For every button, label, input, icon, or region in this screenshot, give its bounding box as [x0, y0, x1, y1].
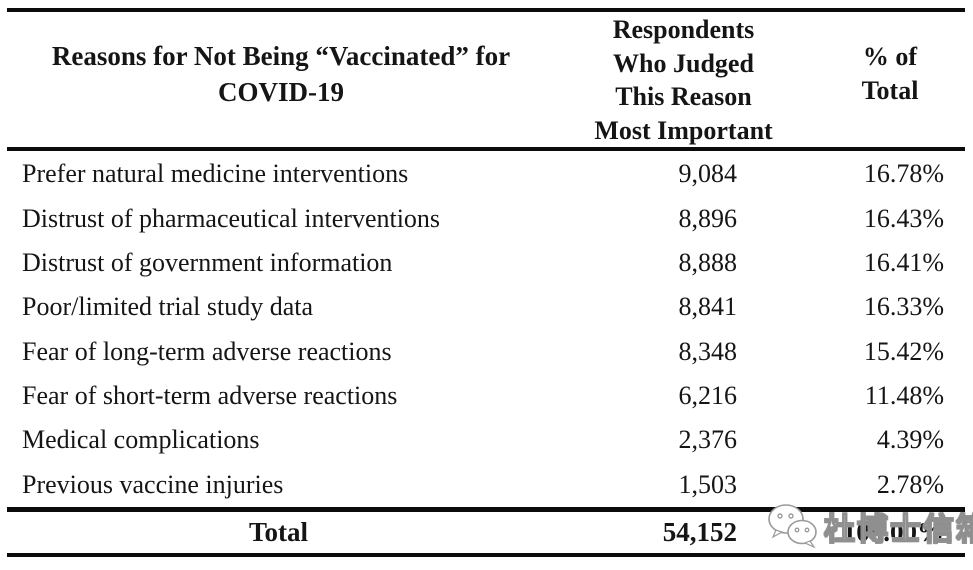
total-separator-rule: [7, 507, 965, 512]
table-row: Previous vaccine injuries 1,503 2.78%: [0, 463, 973, 507]
percent-cell: 16.33%: [863, 292, 944, 322]
table-row: Fear of short-term adverse reactions 6,2…: [0, 374, 973, 418]
table-row: Poor/limited trial study data 8,841 16.3…: [0, 285, 973, 329]
reason-cell: Medical complications: [22, 425, 260, 455]
percent-cell: 16.41%: [863, 247, 944, 277]
header-line: Most Important: [594, 115, 773, 145]
total-row: Total 54,152 100.00%: [0, 512, 973, 553]
table-row: Prefer natural medicine interventions 9,…: [0, 152, 973, 196]
percent-cell: 11.48%: [864, 381, 944, 411]
table-bottom-rule: [7, 553, 965, 557]
header-line: Who Judged: [613, 48, 754, 78]
count-cell: 6,216: [678, 381, 738, 411]
count-cell: 2,376: [678, 425, 738, 455]
header-line: COVID-19: [218, 77, 344, 107]
reason-cell: Previous vaccine injuries: [22, 469, 284, 499]
watermark-text: 杜博士信箱: [823, 511, 973, 548]
total-label: Total: [248, 517, 309, 547]
table-row: Distrust of government information 8,888…: [0, 241, 973, 285]
header-separator-rule: [7, 147, 965, 151]
reason-cell: Distrust of pharmaceutical interventions: [22, 203, 441, 233]
table-top-rule: [7, 8, 965, 12]
table-row: Medical complications 2,376 4.39%: [0, 418, 973, 462]
count-cell: 8,348: [678, 336, 738, 366]
count-cell: 9,084: [678, 159, 738, 189]
total-count: 54,152: [662, 517, 737, 547]
reason-cell: Prefer natural medicine interventions: [22, 159, 409, 189]
header-line: % of: [862, 42, 918, 71]
percent-cell: 2.78%: [876, 469, 944, 499]
header-line: This Reason: [615, 82, 752, 111]
table-row: Distrust of pharmaceutical interventions…: [0, 196, 973, 240]
count-cell: 8,896: [678, 203, 738, 233]
count-cell: 8,888: [678, 247, 738, 277]
header-line: Total: [861, 76, 919, 105]
header-line: Respondents: [612, 15, 755, 44]
header-line: Reasons for Not Being “Vaccinated” for: [51, 41, 511, 71]
reason-cell: Fear of short-term adverse reactions: [22, 381, 398, 411]
column-header-percent: % of Total: [830, 40, 950, 108]
percent-cell: 15.42%: [863, 336, 944, 366]
wechat-icon: [768, 504, 817, 549]
reason-cell: Fear of long-term adverse reactions: [22, 336, 392, 366]
reason-cell: Distrust of government information: [22, 247, 393, 277]
percent-cell: 16.78%: [863, 159, 944, 189]
table-body: Prefer natural medicine interventions 9,…: [0, 152, 973, 507]
reason-cell: Poor/limited trial study data: [22, 292, 314, 322]
percent-cell: 16.43%: [863, 203, 944, 233]
total-percent: 100.00%: [842, 517, 944, 547]
percent-cell: 4.39%: [876, 425, 944, 455]
table-row: Fear of long-term adverse reactions 8,34…: [0, 330, 973, 374]
watermark: 杜博士信箱: [766, 497, 973, 555]
column-header-reasons: Reasons for Not Being “Vaccinated” for C…: [7, 38, 555, 110]
count-cell: 1,503: [678, 469, 738, 499]
count-cell: 8,841: [678, 292, 738, 322]
column-header-respondents: Respondents Who Judged This Reason Most …: [566, 13, 801, 147]
